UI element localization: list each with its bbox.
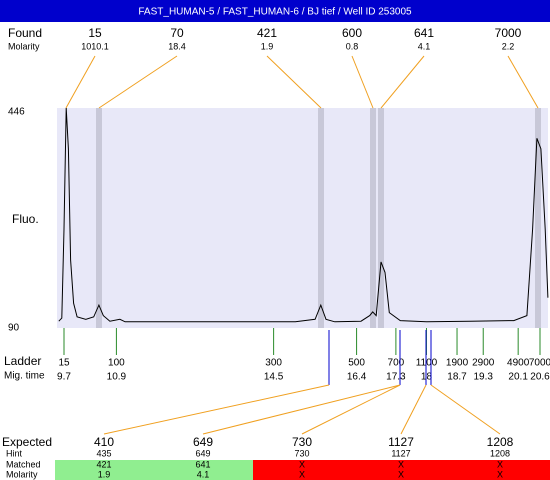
ladder-size: 1900 bbox=[446, 358, 469, 369]
molarity-label: Molarity bbox=[8, 41, 40, 51]
table-cell: 649 bbox=[195, 448, 210, 458]
found-size: 70 bbox=[170, 26, 184, 40]
table-cell: X bbox=[398, 469, 404, 479]
row-label: Expected bbox=[2, 435, 52, 449]
trace bbox=[58, 107, 549, 323]
found-size: 641 bbox=[414, 26, 434, 40]
ladder-size: 2900 bbox=[472, 358, 495, 369]
table-cell: 649 bbox=[193, 435, 213, 449]
ladder-size: 100 bbox=[108, 358, 125, 369]
plot-area bbox=[57, 108, 548, 328]
table-cell: 641 bbox=[195, 459, 210, 469]
peak-band bbox=[96, 108, 102, 328]
found-size: 7000 bbox=[495, 26, 522, 40]
expected-connector bbox=[202, 384, 401, 435]
ladder-mig-time: 17.3 bbox=[386, 372, 406, 383]
table-cell: X bbox=[299, 459, 305, 469]
table-cell: 1208 bbox=[490, 448, 510, 458]
peak-band bbox=[535, 108, 541, 328]
table-cell: X bbox=[497, 469, 503, 479]
peak-band bbox=[318, 108, 324, 328]
ladder-mig-time: 20.1 bbox=[508, 372, 528, 383]
found-molarity: 1010.1 bbox=[81, 41, 109, 51]
ladder-size: 500 bbox=[348, 358, 365, 369]
mig-time-label: Mig. time bbox=[4, 371, 45, 382]
ladder-label: Ladder bbox=[4, 354, 41, 368]
table-cell: 4.1 bbox=[197, 469, 210, 479]
found-size: 421 bbox=[257, 26, 277, 40]
table-cell: 1127 bbox=[388, 435, 414, 449]
y-tick-label: 90 bbox=[8, 323, 20, 334]
expected-connector bbox=[103, 384, 330, 435]
table-cell: 1208 bbox=[487, 435, 514, 449]
peak-band bbox=[370, 108, 376, 328]
row-label: Hint bbox=[6, 448, 23, 458]
table-cell: 730 bbox=[292, 435, 312, 449]
table-cell: 421 bbox=[96, 459, 111, 469]
found-molarity: 4.1 bbox=[418, 41, 431, 51]
peak-band bbox=[378, 108, 384, 328]
found-molarity: 1.9 bbox=[261, 41, 274, 51]
table-cell: X bbox=[398, 459, 404, 469]
found-molarity: 0.8 bbox=[346, 41, 359, 51]
found-size: 15 bbox=[88, 26, 102, 40]
table-cell: 730 bbox=[294, 448, 309, 458]
ladder-size: 4900 bbox=[507, 358, 530, 369]
title: FAST_HUMAN-5 / FAST_HUMAN-6 / BJ tief / … bbox=[138, 7, 412, 18]
ladder-mig-time: 14.5 bbox=[264, 372, 284, 383]
y-tick-label: 446 bbox=[8, 107, 25, 118]
ladder-mig-time: 19.3 bbox=[473, 372, 493, 383]
expected-connector bbox=[430, 384, 501, 435]
ladder-size: 300 bbox=[265, 358, 282, 369]
table-cell: 410 bbox=[94, 435, 114, 449]
table-cell: 1127 bbox=[391, 448, 410, 458]
found-connector bbox=[266, 55, 322, 109]
expected-connector bbox=[400, 384, 427, 435]
found-size: 600 bbox=[342, 26, 362, 40]
found-connector bbox=[98, 55, 178, 109]
ladder-size: 15 bbox=[58, 358, 70, 369]
found-connector bbox=[351, 55, 374, 109]
title-bar bbox=[0, 0, 550, 22]
found-molarity: 2.2 bbox=[502, 41, 515, 51]
expected-connector bbox=[301, 384, 401, 435]
ladder-size: 700 bbox=[388, 358, 405, 369]
found-molarity: 18.4 bbox=[168, 41, 186, 51]
ladder-mig-time: 18 bbox=[421, 372, 433, 383]
table-cell: X bbox=[299, 469, 305, 479]
matched-bg bbox=[55, 460, 253, 480]
ladder-size: 1100 bbox=[416, 358, 438, 369]
ladder-mig-time: 16.4 bbox=[347, 372, 367, 383]
ladder-mig-time: 20.6 bbox=[530, 372, 550, 383]
axis-label: Fluo. bbox=[12, 212, 39, 226]
row-label: Matched bbox=[6, 459, 41, 469]
row-label: Molarity bbox=[6, 469, 38, 479]
ladder-mig-time: 10.9 bbox=[107, 372, 127, 383]
table-cell: X bbox=[497, 459, 503, 469]
table-cell: 435 bbox=[96, 448, 111, 458]
table-cell: 1.9 bbox=[98, 469, 111, 479]
unmatched-bg bbox=[253, 460, 550, 480]
found-connector bbox=[380, 55, 425, 109]
found-label: Found bbox=[8, 26, 42, 40]
found-connector bbox=[65, 55, 96, 109]
found-connector bbox=[507, 55, 539, 109]
ladder-mig-time: 9.7 bbox=[57, 372, 71, 383]
ladder-mig-time: 18.7 bbox=[447, 372, 467, 383]
ladder-size: 7000 bbox=[529, 358, 550, 369]
